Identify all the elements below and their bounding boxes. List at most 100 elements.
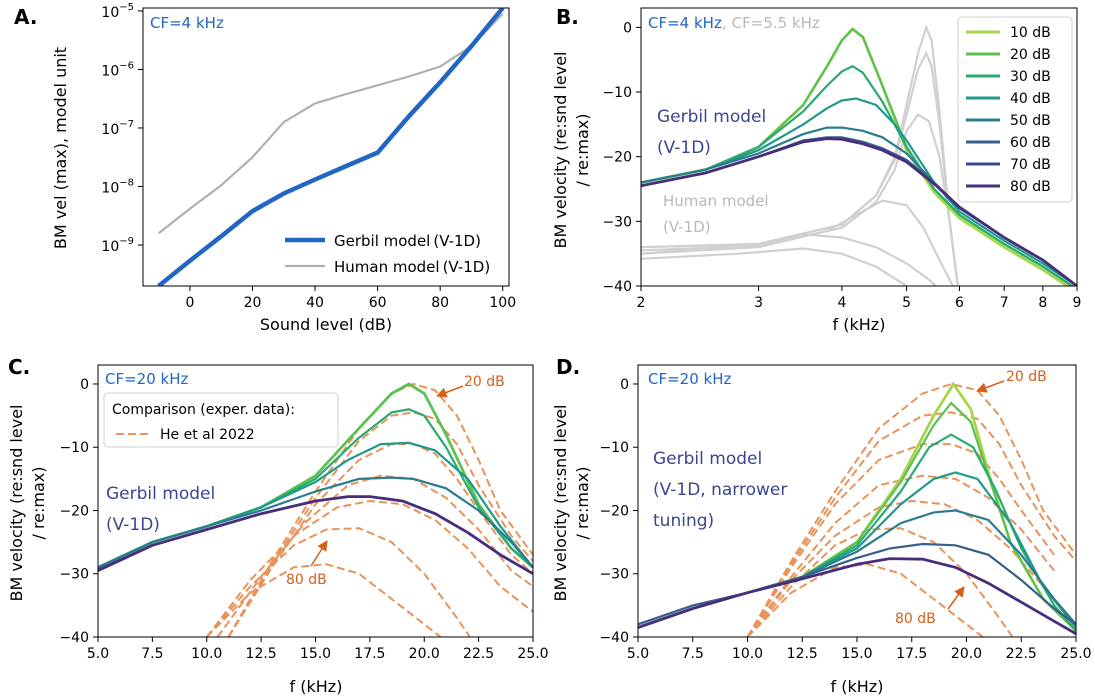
panel-d-y-tick-label: −30 xyxy=(599,567,629,583)
panel-c-exper-curve-1 xyxy=(227,411,533,637)
panel-b-y-tick-label: −40 xyxy=(602,279,632,295)
panel-a-plot-area xyxy=(157,8,505,286)
panel-b-x-tick-label: 9 xyxy=(1073,295,1082,311)
panel-b-human-curve-1 xyxy=(641,50,959,286)
panel-d-x-tick-label: 25.0 xyxy=(1060,646,1091,662)
panel-c-legend-title: Comparison (exper. data): xyxy=(112,402,295,418)
panel-a: A. 0 20 40 60 80 100 10−9 10−8 10−7 10−6 10−5 Sou… xyxy=(14,2,516,334)
panel-d-exper-curve-0 xyxy=(746,382,1076,637)
panel-c-x-tick-label: 20.0 xyxy=(409,646,440,662)
panel-a-x-tick-label: 0 xyxy=(185,295,194,311)
panel-d-x-tick-label: 15.0 xyxy=(841,646,872,662)
panel-c-label: C. xyxy=(8,355,30,379)
panel-b: B. 2 3 4 5 6 7 8 9 0 −10 −20 −30 −40 f (kHz) BM vel… xyxy=(551,5,1081,334)
panel-b-legend-label: 80 dB xyxy=(1010,179,1051,195)
panel-c-x-tick-label: 22.5 xyxy=(463,646,494,662)
panel-d-x-ticks: 5.0 7.5 10.0 12.5 15.0 17.5 20.0 22.5 25.0 xyxy=(627,637,1092,662)
panel-b-x-ticks: 2 3 4 5 6 7 8 9 xyxy=(637,286,1082,311)
panel-c-plot-area xyxy=(98,382,533,637)
panel-c-y-tick-label: 0 xyxy=(80,377,89,393)
panel-b-frame xyxy=(640,7,1078,287)
panel-b-legend-label: 60 dB xyxy=(1010,135,1051,151)
panel-c-legend: Comparison (exper. data): He et al 2022 xyxy=(103,392,339,448)
panel-a-x-tick-label: 80 xyxy=(431,295,449,311)
panel-c-x-tick-label: 17.5 xyxy=(354,646,385,662)
panel-b-cf-annotation: CF=4 kHz, CF=5.5 kHz xyxy=(648,14,820,32)
panel-b-y-axis-label-1: BM velocity (re:snd level xyxy=(551,52,570,249)
panel-b-x-tick-label: 2 xyxy=(637,295,646,311)
panel-a-series-gerbil xyxy=(157,8,505,286)
panel-c-gerbil-label-1: Gerbil model xyxy=(106,484,215,504)
panel-c-y-ticks: 0 −10 −20 −30 −40 xyxy=(59,377,98,646)
panel-c-exper-curve-6 xyxy=(206,563,443,637)
panel-c-legend-entry: He et al 2022 xyxy=(160,427,255,443)
panel-c-x-ticks: 5.0 7.5 10.0 12.5 15.0 17.5 20.0 22.5 25.0 xyxy=(87,637,549,662)
panel-c-exper-curve-0 xyxy=(227,382,533,637)
panel-d-y-tick-label: −20 xyxy=(599,503,629,519)
panel-a-y-tick-label: 10−6 xyxy=(101,60,134,79)
panel-b-label: B. xyxy=(556,5,579,29)
panel-c-model-curve-3 xyxy=(98,476,533,569)
panel-b-y-ticks: 0 −10 −20 −30 −40 xyxy=(602,20,641,295)
panel-b-x-tick-label: 6 xyxy=(955,295,964,311)
panel-b-y-tick-label: 0 xyxy=(623,20,632,36)
panel-d-x-tick-label: 17.5 xyxy=(896,646,927,662)
panel-b-legend-label: 40 dB xyxy=(1010,91,1051,107)
panel-a-cf-annotation: CF=4 kHz xyxy=(150,14,224,32)
panel-d-exper-curve-4 xyxy=(746,499,1044,637)
panel-b-human-label-1: Human model xyxy=(663,192,769,210)
panel-d-x-tick-label: 5.0 xyxy=(627,646,649,662)
panel-c-x-tick-label: 10.0 xyxy=(191,646,222,662)
panel-d-20db-label: 20 dB xyxy=(1006,369,1047,385)
panel-b-human-curve-4 xyxy=(641,233,938,286)
panel-d-y-axis-label-1: BM velocity (re:snd level xyxy=(551,405,570,602)
panel-b-y-tick-label: −10 xyxy=(602,85,632,101)
panel-a-y-ticks: 10−9 10−8 10−7 10−6 10−5 xyxy=(101,2,143,255)
panel-d-x-tick-label: 10.0 xyxy=(732,646,763,662)
panel-c-y-axis-label-2: / re:max) xyxy=(29,466,48,539)
panel-d-y-ticks: 0 −10 −20 −30 −40 xyxy=(599,377,638,646)
panel-d-exper-curve-1 xyxy=(746,411,1076,637)
panel-d-model-curve-5 xyxy=(638,542,1076,626)
panel-a-legend: Gerbil model (V-1D) Human model (V-1D) xyxy=(285,232,490,276)
panel-d-plot-area xyxy=(638,381,1076,637)
panel-c-y-tick-label: −20 xyxy=(59,503,89,519)
panel-b-human-curve-5 xyxy=(641,247,909,286)
panel-b-gerbil-label-1: Gerbil model xyxy=(657,107,766,127)
panel-d-gerbil-label-3: tuning) xyxy=(653,511,714,531)
panel-b-plot-area xyxy=(641,24,1077,286)
panel-c-x-tick-label: 5.0 xyxy=(87,646,109,662)
panel-b-legend-label: 30 dB xyxy=(1010,69,1051,85)
panel-d-label: D. xyxy=(556,355,580,379)
panel-b-x-tick-label: 8 xyxy=(1038,295,1047,311)
panel-b-x-tick-label: 7 xyxy=(1000,295,1009,311)
panel-b-y-axis-label-2: / re:max) xyxy=(573,113,592,186)
panel-b-y-tick-label: −20 xyxy=(602,150,632,166)
panel-a-y-tick-label: 10−8 xyxy=(101,178,134,197)
panel-a-frame xyxy=(142,7,510,287)
panel-b-x-tick-label: 5 xyxy=(902,295,911,311)
panel-d-exper-curve-6 xyxy=(746,563,985,637)
panel-c-80db-arrow xyxy=(310,540,328,567)
panel-b-legend-label: 10 dB xyxy=(1010,25,1051,41)
panel-c-exper-curve-5 xyxy=(206,527,472,637)
panel-d-exper-curve-2 xyxy=(746,443,1055,637)
panel-c-model-curve-5 xyxy=(98,495,533,575)
panel-d-cf-annotation: CF=20 kHz xyxy=(648,370,731,388)
panel-d-x-tick-label: 22.5 xyxy=(1006,646,1037,662)
panel-d-y-axis-label-2: / re:max) xyxy=(573,466,592,539)
panel-c-20db-label: 20 dB xyxy=(464,374,505,390)
panel-d-gerbil-label-2: (V-1D, narrower xyxy=(653,480,787,500)
panel-d-80db-arrow xyxy=(947,586,965,610)
panel-d-model-curve-6 xyxy=(638,557,1076,636)
panel-b-legend: 10 dB 20 dB 30 dB 40 dB 50 dB 60 dB 70 dB 80 dB xyxy=(957,16,1073,203)
panel-d-y-tick-label: 0 xyxy=(620,377,629,393)
panel-d-y-tick-label: −10 xyxy=(599,440,629,456)
panel-c-gerbil-label-2: (V-1D) xyxy=(106,515,160,535)
panel-c: C. 5.0 7.5 10.0 12.5 15.0 17.5 20.0 22.5 25.0 0 −… xyxy=(7,355,549,696)
panel-d-80db-label: 80 dB xyxy=(895,611,936,627)
panel-d-x-axis-label: f (kHz) xyxy=(831,677,884,696)
panel-b-legend-items: 10 dB 20 dB 30 dB 40 dB 50 dB 60 dB 70 dB 80 dB xyxy=(966,25,1051,195)
legend-label-human: Human model (V-1D) xyxy=(334,258,490,276)
